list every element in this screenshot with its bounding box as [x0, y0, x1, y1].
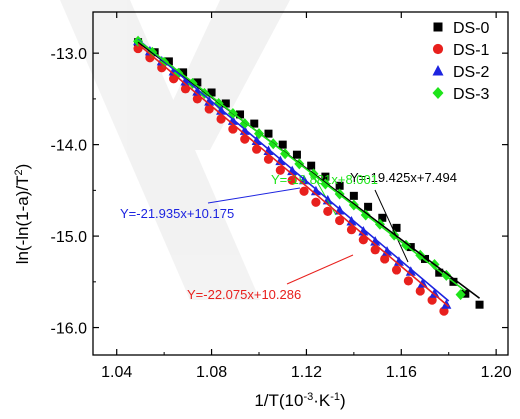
legend-item-ds-1: DS-1 [432, 42, 490, 59]
fit-line-ds-1 [137, 43, 450, 308]
x-tick-label: 1.20 [481, 364, 512, 381]
point-ds-0 [250, 119, 259, 128]
fit-equation-ds-2: Y=-21.935x+10.175 [120, 206, 234, 221]
fit-equation-ds-3: Y=-19.881x+8.001 [271, 172, 378, 187]
point-ds-0 [392, 223, 401, 232]
point-ds-0 [164, 57, 173, 66]
x-tick-label: 1.04 [101, 364, 132, 381]
point-ds-0 [307, 161, 316, 170]
legend-label-ds-0: DS-0 [453, 20, 490, 37]
point-ds-0 [421, 254, 429, 263]
point-ds-1 [275, 165, 285, 175]
y-tick-label: -14.0 [51, 138, 88, 155]
fit-lines [137, 38, 481, 308]
point-ds-0 [179, 68, 188, 77]
point-ds-1 [427, 295, 437, 305]
point-ds-1 [192, 94, 202, 104]
point-ds-0 [378, 213, 387, 222]
point-ds-1 [299, 186, 309, 196]
legend-item-ds-0: DS-0 [433, 20, 490, 37]
point-ds-0 [236, 110, 245, 119]
point-ds-2 [417, 278, 428, 288]
legend-marker-ds-0 [433, 22, 443, 32]
legend-label-ds-2: DS-2 [453, 64, 490, 81]
fit-line-ds-2 [137, 38, 450, 302]
y-tick-label: -16.0 [51, 321, 88, 338]
plot-frame [92, 11, 509, 356]
point-ds-1 [391, 265, 402, 275]
point-ds-1 [180, 84, 191, 94]
legend-marker-ds-3 [432, 87, 444, 99]
point-ds-0 [335, 181, 344, 190]
point-ds-1 [216, 114, 226, 124]
point-ds-0 [264, 129, 273, 138]
y-axis-label: ln(-ln(1-a)/T2) [13, 164, 32, 265]
legend: DS-0 DS-1 DS-2 DS-3 [432, 20, 490, 103]
point-ds-1 [403, 276, 413, 286]
point-ds-1 [323, 206, 333, 216]
point-ds-0 [321, 172, 330, 181]
point-ds-0 [435, 268, 444, 277]
fit-line-ds-3 [137, 39, 466, 292]
point-ds-2 [429, 288, 440, 298]
point-ds-0 [349, 191, 358, 200]
point-ds-1 [380, 254, 390, 264]
legend-label-ds-3: DS-3 [453, 86, 490, 103]
y-tick-label: -15.0 [51, 229, 88, 246]
point-ds-1 [204, 104, 214, 114]
leader-line-ds-1 [286, 254, 354, 285]
point-ds-0 [278, 140, 287, 149]
y-tick-label: -13.0 [51, 46, 88, 63]
series-ds-1 [133, 43, 449, 316]
legend-item-ds-2: DS-2 [432, 64, 490, 81]
fit-annotations: Y=-19.425x+7.494 Y=-22.075x+10.286 Y=-21.9… [120, 170, 457, 302]
legend-item-ds-3: DS-3 [432, 86, 490, 103]
legend-label-ds-1: DS-1 [453, 42, 490, 59]
point-ds-1 [439, 306, 449, 316]
legend-marker-ds-1 [432, 43, 444, 55]
axes: 1.04 1.08 1.12 1.16 1.20 -13.0 -14.0 -15.0 -16.0 [51, 11, 512, 381]
x-axis-label: 1/T(10-3·K-1) [254, 391, 345, 410]
point-ds-0 [221, 99, 230, 108]
point-ds-0 [461, 289, 470, 298]
point-ds-0 [207, 88, 216, 97]
x-tick-label: 1.08 [196, 364, 227, 381]
fit-equation-ds-0: Y=-19.425x+7.494 [350, 170, 457, 185]
fit-equation-ds-1: Y=-22.075x+10.286 [187, 287, 301, 302]
point-ds-0 [292, 150, 301, 159]
point-ds-2 [204, 96, 215, 106]
point-ds-1 [346, 225, 357, 235]
point-ds-0 [193, 78, 202, 87]
leader-line-ds-2 [207, 187, 301, 204]
legend-marker-ds-2 [432, 65, 444, 76]
watermark [60, 0, 290, 300]
point-ds-1 [287, 175, 297, 185]
point-ds-0 [475, 300, 484, 309]
point-ds-0 [364, 202, 373, 211]
point-ds-1 [335, 215, 345, 226]
point-ds-1 [415, 286, 425, 296]
leader-line-ds-0 [374, 189, 409, 263]
point-ds-1 [358, 235, 368, 245]
x-tick-label: 1.16 [386, 364, 417, 381]
point-ds-3 [455, 289, 466, 301]
x-tick-label: 1.12 [291, 364, 322, 381]
point-ds-1 [370, 245, 380, 255]
point-ds-1 [311, 197, 321, 207]
